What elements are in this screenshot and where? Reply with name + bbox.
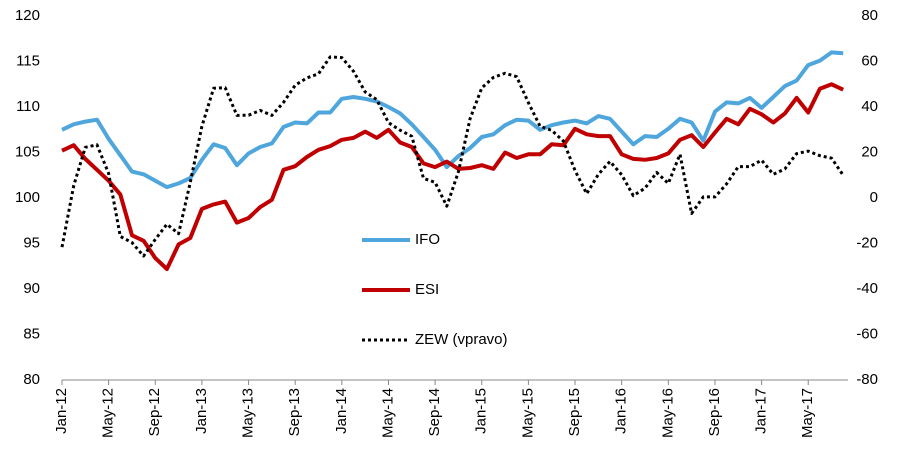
y-tick-label: 85	[23, 325, 40, 342]
x-tick-label: May-13	[240, 388, 257, 438]
x-tick-label: Sep-16	[706, 388, 723, 436]
y-tick-label: 110	[16, 98, 40, 115]
y2-tick-label: -40	[856, 280, 878, 297]
y2-tick-label: 40	[861, 98, 878, 115]
x-tick-label: May-15	[519, 388, 536, 438]
y-tick-label: 115	[16, 52, 40, 69]
y-tick-label: 90	[23, 280, 40, 297]
y-tick-label: 120	[15, 7, 40, 24]
x-tick-label: May-17	[799, 388, 816, 438]
x-tick-label: Sep-14	[426, 388, 443, 436]
x-tick-label: Sep-13	[286, 388, 303, 436]
y2-tick-label: 60	[861, 52, 878, 69]
y2-tick-label: 0	[870, 189, 878, 206]
x-tick-label: Jan-15	[473, 388, 490, 434]
y2-tick-label: -20	[856, 234, 878, 251]
x-tick-label: Sep-15	[566, 388, 583, 436]
y2-tick-label: -80	[856, 371, 878, 388]
y2-tick-label: -60	[856, 325, 878, 342]
x-tick-label: May-16	[659, 388, 676, 438]
legend-label: IFO	[415, 231, 440, 248]
series-line	[60, 55, 845, 258]
x-tick-label: May-14	[379, 388, 396, 438]
legend-label: ZEW (vpravo)	[415, 331, 508, 348]
y-tick-label: 80	[23, 371, 40, 388]
series-line	[61, 82, 845, 271]
x-tick-label: Sep-12	[146, 388, 163, 436]
x-tick-label: Jan-13	[193, 388, 210, 434]
x-tick-label: May-12	[100, 388, 117, 438]
x-tick-label: Jan-14	[333, 388, 350, 434]
x-tick-label: Jan-16	[613, 388, 630, 434]
y-tick-label: 100	[15, 189, 40, 206]
y2-tick-label: 20	[861, 143, 878, 160]
y-tick-label: 95	[23, 234, 40, 251]
x-tick-label: Jan-12	[53, 388, 70, 434]
legend-label: ESI	[415, 281, 439, 298]
x-tick-label: Jan-17	[753, 388, 770, 434]
y2-tick-label: 80	[861, 7, 878, 24]
y-tick-label: 105	[15, 143, 40, 160]
